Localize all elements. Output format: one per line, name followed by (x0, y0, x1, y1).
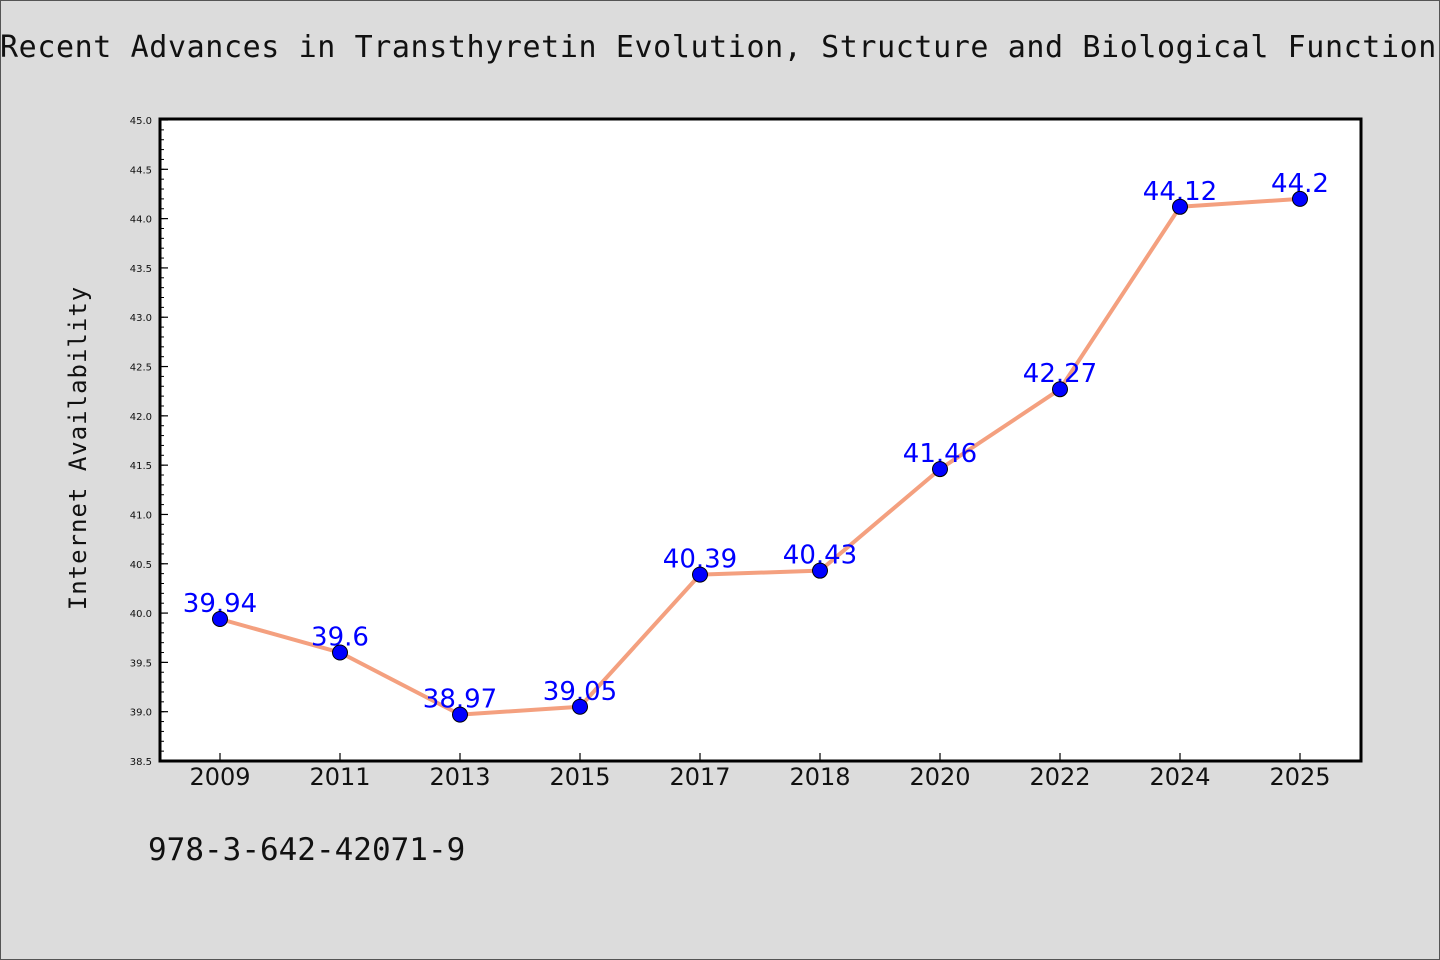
data-point (932, 461, 948, 478)
x-tick-label: 2024 (1149, 763, 1210, 791)
y-tick-label: 40.5 (130, 560, 152, 571)
y-axis: 38.5 39.0 39.5 40.0 40.5 41.0 41.5 42.0 42.5 43.0… (130, 116, 168, 768)
data-point (332, 644, 348, 661)
data-point (1052, 381, 1068, 398)
x-tick-label: 2013 (429, 763, 490, 791)
x-tick-label: 2018 (789, 763, 850, 791)
plot-area (158, 117, 1363, 763)
data-point (452, 706, 468, 723)
x-tick-label: 2025 (1269, 763, 1330, 791)
y-tick-label: 39.5 (130, 658, 152, 669)
x-tick-label: 2020 (909, 763, 970, 791)
footer-note: 978-3-642-42071-9 (148, 832, 466, 868)
x-tick-label: 2017 (669, 763, 730, 791)
data-point (572, 698, 588, 715)
y-tick-label: 45.0 (130, 116, 152, 127)
series-line (219, 196, 1301, 717)
chart-title: Recent Advances in Transthyretin Evoluti… (0, 30, 1440, 65)
data-point (812, 562, 828, 579)
y-tick-label: 40.0 (130, 609, 152, 620)
x-axis: 2009 2011 2013 2015 2017 2018 2020 2022 2024 2025 (189, 753, 1331, 791)
x-tick-label: 2022 (1029, 763, 1090, 791)
y-tick-label: 42.5 (130, 363, 152, 374)
data-point (1292, 190, 1308, 207)
data-point (1172, 198, 1188, 215)
y-tick-label: 38.5 (130, 757, 152, 768)
data-point (692, 566, 708, 583)
x-tick-label: 2009 (189, 763, 250, 791)
y-tick-label: 39.0 (130, 708, 152, 719)
y-tick-label: 44.5 (130, 165, 152, 176)
y-tick-label: 42.0 (130, 412, 152, 423)
y-tick-label: 44.0 (130, 215, 152, 226)
y-tick-label: 43.0 (130, 313, 152, 324)
data-point (212, 610, 228, 627)
y-tick-label: 43.5 (130, 264, 152, 275)
y-tick-label: 41.5 (130, 461, 152, 472)
x-tick-label: 2011 (309, 763, 370, 791)
data-markers (212, 190, 1308, 723)
y-tick-label: 41.0 (130, 510, 152, 521)
x-tick-label: 2015 (549, 763, 610, 791)
y-axis-label: Internet Availability (64, 286, 92, 610)
